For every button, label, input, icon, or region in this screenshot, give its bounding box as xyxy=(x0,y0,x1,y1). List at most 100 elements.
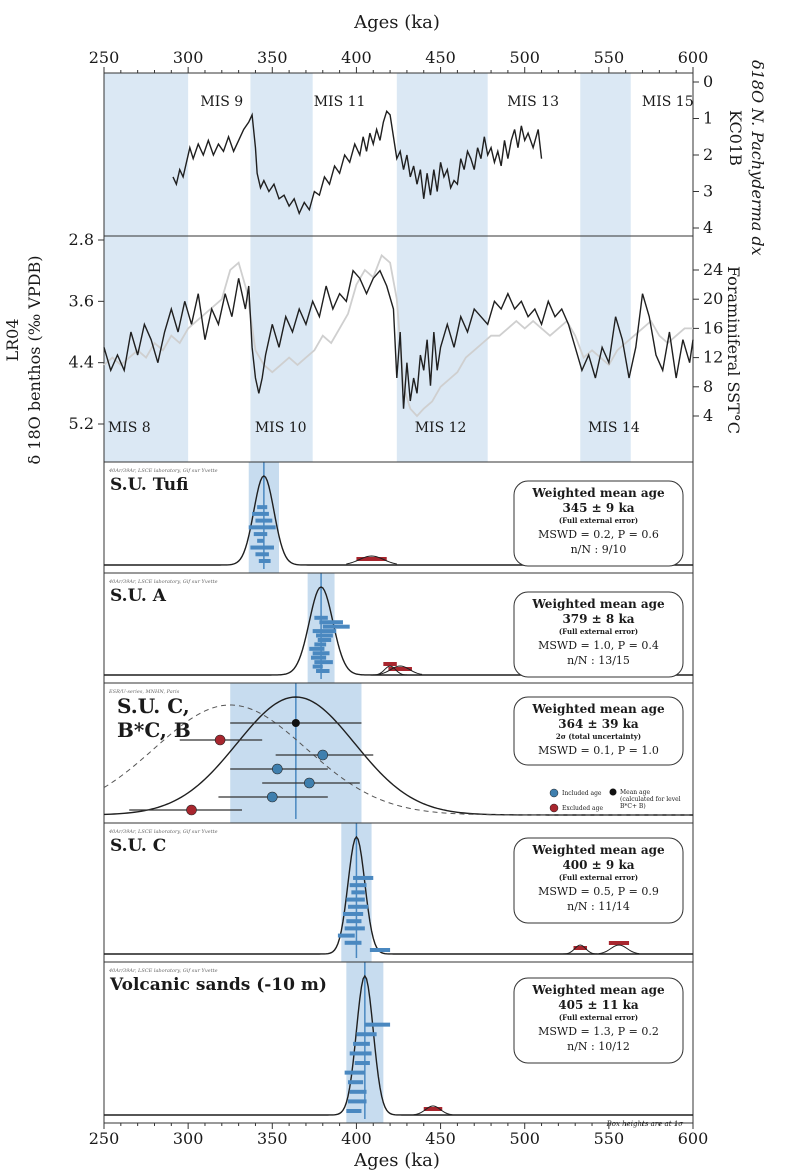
bottom-axis-ticks: 250 300 350 400 450 500 550 600 xyxy=(89,1123,708,1148)
panel-lab-label: 40Ar/39Ar, LSCE laboratory, Gif sur Yvet… xyxy=(108,468,218,474)
excluded-point xyxy=(186,804,197,816)
mis-top-label: MIS 11 xyxy=(314,94,366,110)
mis-shading-top xyxy=(104,73,631,236)
sst-tick-label: 20 xyxy=(703,289,723,308)
age-panel: 40Ar/39Ar, LSCE laboratory, Gif sur Yvet… xyxy=(103,461,694,574)
legend-excluded-marker xyxy=(549,803,559,813)
box-age: 379 ± 8 ka xyxy=(562,612,634,626)
mis-shade-top xyxy=(104,73,189,236)
box-mswd: MSWD = 1.3, P = 0.2 xyxy=(538,1025,659,1038)
age-bar xyxy=(248,525,276,530)
excluded-age-bar xyxy=(423,1107,443,1111)
box-title: Weighted mean age xyxy=(531,983,665,997)
panel-lab-label: ESR/U-series, MNHN, Paris xyxy=(108,689,180,695)
box-age: 400 ± 9 ka xyxy=(562,858,634,872)
legend-mean-line3: B*C+ B) xyxy=(620,803,646,810)
bottom-tick-label: 550 xyxy=(594,1129,625,1148)
excluded-curve xyxy=(563,944,598,955)
mis-bottom-label: MIS 8 xyxy=(108,420,151,436)
legend: Included age Excluded age Mean age (calc… xyxy=(549,788,681,813)
box-mswd: MSWD = 0.2, P = 0.6 xyxy=(538,528,659,541)
excluded-age-bar xyxy=(356,557,387,561)
age-panel: 40Ar/39Ar, LSCE laboratory, Gif sur Yvet… xyxy=(103,572,694,684)
mis-shading-bottom xyxy=(104,236,631,462)
sst-tick-label: 4 xyxy=(703,406,713,425)
mis-shade-top xyxy=(580,73,631,236)
weighted-mean-box xyxy=(513,591,684,678)
top-tick-label: 300 xyxy=(173,48,204,67)
box-error-type: 2σ (total uncertainty) xyxy=(556,732,641,741)
age-bar xyxy=(353,875,374,880)
age-bar xyxy=(314,660,333,665)
sst-tick-label: 12 xyxy=(703,348,723,367)
weighted-mean-box xyxy=(513,837,684,924)
sst-label: Foraminiferal SST°C xyxy=(724,266,743,434)
kc01b-tick-label: 3 xyxy=(703,182,713,201)
top-tick-label: 250 xyxy=(89,48,120,67)
top-axis-title: Ages (ka) xyxy=(353,12,440,33)
age-bar xyxy=(257,538,264,543)
kc01b-tick-label: 0 xyxy=(703,72,713,91)
age-bar xyxy=(252,511,269,516)
box-title: Weighted mean age xyxy=(531,702,665,716)
age-bar xyxy=(310,655,327,660)
excluded-age-bar xyxy=(383,662,397,666)
age-bar xyxy=(351,890,365,895)
kc01b-label-line1: KC01B xyxy=(726,110,745,166)
included-point xyxy=(317,749,329,761)
panel-lab-label: 40Ar/39Ar, LSCE laboratory, Gif sur Yvet… xyxy=(108,579,218,585)
mis-shade-bottom xyxy=(104,236,189,462)
box-mswd: MSWD = 0.5, P = 0.9 xyxy=(538,885,659,898)
age-panel: 40Ar/39Ar, LSCE laboratory, Gif sur Yvet… xyxy=(103,822,694,963)
age-bar xyxy=(342,911,364,916)
age-bar xyxy=(356,1032,377,1037)
excluded-age-bar xyxy=(608,941,630,945)
box-error-type: (Full external error) xyxy=(559,1013,638,1022)
age-bar xyxy=(316,669,330,673)
mis-bottom-label: MIS 10 xyxy=(255,420,307,436)
box-age: 345 ± 9 ka xyxy=(562,501,634,515)
top-axis-ticks: 250 300 350 400 450 500 550 600 xyxy=(89,48,709,73)
panel-frame xyxy=(103,961,694,1124)
age-bar xyxy=(348,904,369,909)
top-tick-label: 600 xyxy=(678,48,709,67)
legend-mean-marker xyxy=(609,788,617,796)
bottom-axis-title: Ages (ka) xyxy=(353,1150,440,1171)
panel-title: S.U. C xyxy=(110,836,166,856)
mis-shade-top xyxy=(250,73,313,236)
age-bar xyxy=(349,1089,367,1094)
age-bar xyxy=(250,545,274,550)
bottom-tick-label: 450 xyxy=(425,1129,456,1148)
top-tick-label: 500 xyxy=(509,48,540,67)
age-bar xyxy=(354,1061,370,1066)
lr04-y-ticks: 2.8 3.6 4.4 5.2 xyxy=(69,230,104,433)
age-bar xyxy=(349,883,367,888)
kc01b-tick-label: 4 xyxy=(703,218,713,237)
age-bar xyxy=(319,620,343,625)
top-tick-label: 450 xyxy=(425,48,456,67)
box-title: Weighted mean age xyxy=(531,597,665,611)
age-bar xyxy=(344,1070,365,1075)
bottom-tick-label: 350 xyxy=(257,1129,288,1148)
top-tick-label: 400 xyxy=(341,48,372,67)
excluded-curve xyxy=(373,665,407,676)
mis-top-label: MIS 9 xyxy=(200,94,243,110)
legend-included-marker xyxy=(549,788,559,798)
age-bar xyxy=(253,532,268,537)
panel-title: S.U. A xyxy=(110,586,167,606)
kc01b-label-line2: δ18O N. Pachyderma dx xyxy=(748,60,767,256)
box-age: 405 ± 11 ka xyxy=(558,998,639,1012)
excluded-curve xyxy=(413,1105,453,1116)
age-bar xyxy=(317,637,332,642)
mis-top-label: MIS 13 xyxy=(507,94,559,110)
weighted-mean-box xyxy=(513,696,684,766)
age-bar xyxy=(258,559,271,563)
lr04-series xyxy=(103,269,694,409)
excluded-curve xyxy=(346,555,397,565)
box-error-type: (Full external error) xyxy=(559,516,638,525)
mis-top-labels: MIS 9 MIS 11 MIS 13 MIS 15 xyxy=(200,94,693,110)
mis-bottom-label: MIS 12 xyxy=(415,420,467,436)
mis-shade-bottom xyxy=(396,236,488,462)
